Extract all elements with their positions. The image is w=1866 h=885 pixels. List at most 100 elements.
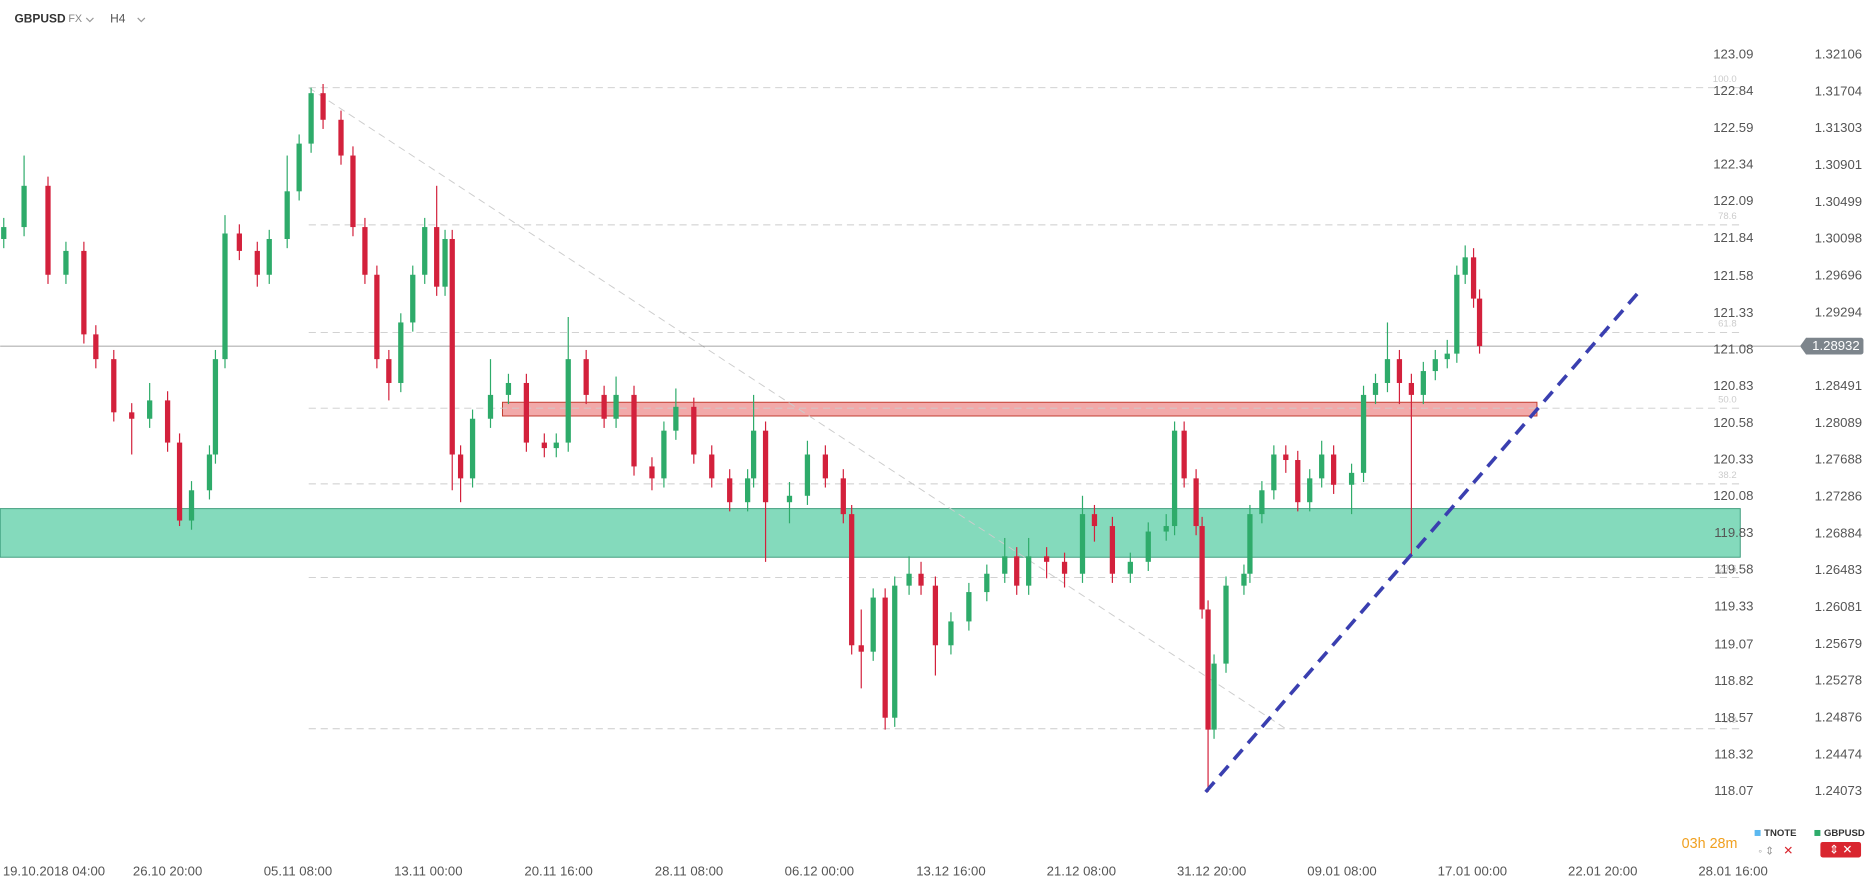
candle-body [932, 585, 939, 646]
remove-icon[interactable]: ✕ [1783, 844, 1793, 858]
candle-body [1384, 359, 1391, 383]
candle-body [1295, 460, 1301, 503]
candle-body [1199, 526, 1205, 610]
y-tick-label: 1.30901 [1815, 157, 1863, 172]
candle-body [1454, 274, 1460, 354]
candle-body [1396, 359, 1403, 383]
candle-body [1181, 430, 1187, 479]
candle-body [1360, 394, 1367, 473]
candle-body [1223, 585, 1229, 664]
candle-body [129, 412, 135, 419]
candle-body [1271, 454, 1277, 491]
zone [501, 401, 1538, 417]
candle-body [1420, 371, 1426, 395]
candle-body [1171, 430, 1178, 527]
y-tick-label: 1.31303 [1815, 120, 1863, 135]
candle-body [410, 274, 416, 323]
candle-body [601, 394, 607, 419]
y2-tick-label: 120.08 [1713, 488, 1753, 503]
candle-body [63, 250, 69, 275]
candle-body [744, 478, 751, 503]
timeframe[interactable]: H4 [110, 11, 126, 25]
candle-body [442, 238, 448, 287]
candle-body [750, 430, 757, 479]
candle-body [176, 442, 183, 521]
candle-body [1319, 454, 1325, 479]
y2-tick-label: 119.33 [1714, 598, 1753, 613]
candle-body [649, 466, 655, 479]
candle-body [762, 430, 769, 503]
candle-body [870, 597, 876, 652]
y2-tick-label: 122.34 [1713, 157, 1753, 172]
x-tick-label: 09.01 08:00 [1307, 863, 1376, 878]
close-icon[interactable]: ⇕ ✕ [1829, 842, 1852, 856]
y-tick-label: 1.27286 [1815, 489, 1863, 504]
fib-label: 38.2 [1718, 470, 1737, 481]
candle-body [565, 359, 571, 443]
candle-body [1061, 561, 1068, 574]
y-tick-label: 1.28089 [1815, 415, 1863, 430]
candle-body [786, 495, 793, 503]
y2-tick-label: 119.83 [1714, 525, 1753, 540]
candle-body [1259, 490, 1265, 515]
y-tick-label: 1.28491 [1815, 378, 1863, 393]
candle-body [613, 394, 619, 419]
candle-body [1462, 257, 1468, 275]
candle-body [505, 382, 512, 395]
candle-body [1348, 472, 1355, 485]
x-tick-label: 21.12 08:00 [1047, 863, 1116, 878]
candle-body [1432, 359, 1438, 372]
dropdown-icon[interactable] [137, 17, 146, 23]
fib-label: 50.0 [1718, 394, 1737, 405]
market[interactable]: FX [68, 13, 82, 25]
x-tick-label: 28.11 08:00 [655, 863, 723, 878]
y2-tick-label: 118.32 [1714, 746, 1753, 761]
candle-body [374, 274, 380, 360]
candle-body [386, 359, 392, 383]
visibility-icon[interactable]: ◦ ⇕ [1758, 845, 1774, 857]
candle-body [918, 573, 924, 586]
legend-label: GBPUSD [1824, 828, 1865, 839]
candle-body [709, 454, 715, 479]
dropdown-icon[interactable] [85, 17, 94, 23]
y2-tick-label: 123.09 [1713, 46, 1753, 61]
candle-body [457, 454, 464, 479]
x-tick-label: 20.11 16:00 [524, 863, 592, 878]
y2-tick-label: 118.07 [1714, 783, 1753, 798]
y-tick-label: 1.26483 [1815, 562, 1863, 577]
symbol[interactable]: GBPUSD [15, 11, 66, 25]
y-tick-label: 1.30098 [1815, 231, 1863, 246]
y2-tick-label: 121.33 [1713, 305, 1753, 320]
legend-label: TNOTE [1764, 828, 1796, 839]
candle-body [727, 478, 733, 503]
trendline [1204, 288, 1643, 794]
y2-tick-label: 120.33 [1713, 452, 1753, 467]
y2-tick-label: 122.84 [1713, 83, 1753, 98]
candle-body [111, 359, 117, 413]
y2-tick-label: 121.08 [1713, 341, 1753, 356]
candle-body [1331, 454, 1337, 485]
candle-body [296, 143, 302, 192]
y-tick-label: 1.26884 [1815, 525, 1863, 540]
candle-body [469, 418, 476, 479]
y2-tick-label: 120.83 [1713, 378, 1753, 393]
y2-tick-label: 121.58 [1713, 268, 1753, 283]
y2-tick-label: 122.09 [1713, 193, 1753, 208]
y2-tick-label: 119.58 [1714, 562, 1753, 577]
fib-label: 61.8 [1718, 319, 1737, 330]
candle-body [338, 119, 344, 156]
close-button[interactable] [1820, 841, 1862, 858]
candle-body [206, 454, 213, 491]
x-tick-label: 19.10.2018 04:00 [3, 863, 105, 878]
y2-tick-label: 122.59 [1713, 120, 1753, 135]
x-tick-label: 05.11 08:00 [264, 863, 332, 878]
candle-body [691, 406, 697, 455]
candle-body [906, 573, 912, 586]
candle-body [1163, 526, 1169, 532]
candle-body [1211, 663, 1217, 730]
candle-body [631, 394, 637, 467]
y2-tick-label: 118.82 [1714, 673, 1753, 688]
candle-body [1127, 561, 1133, 574]
y-tick-label: 1.32106 [1815, 46, 1863, 61]
